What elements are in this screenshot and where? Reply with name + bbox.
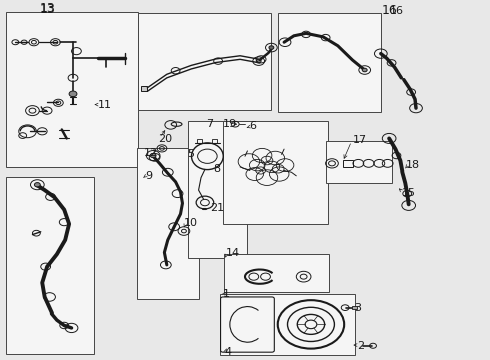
Text: 5: 5 xyxy=(187,149,194,159)
Circle shape xyxy=(69,91,77,97)
Bar xyxy=(212,139,217,143)
Text: 13: 13 xyxy=(39,3,55,16)
Bar xyxy=(197,139,202,143)
Text: 10: 10 xyxy=(184,218,198,228)
Text: 1: 1 xyxy=(223,289,230,299)
Bar xyxy=(5,12,138,167)
Bar xyxy=(326,141,392,183)
Text: 18: 18 xyxy=(406,160,420,170)
Text: 20: 20 xyxy=(158,134,172,144)
Bar xyxy=(223,121,328,224)
Bar xyxy=(351,306,357,310)
Text: 14: 14 xyxy=(225,248,240,258)
Bar xyxy=(142,86,147,91)
Text: 19: 19 xyxy=(223,119,237,129)
Text: 7: 7 xyxy=(206,119,213,129)
Bar xyxy=(188,121,247,258)
Circle shape xyxy=(256,59,261,63)
Bar xyxy=(343,160,353,167)
Text: 2: 2 xyxy=(357,341,365,351)
Bar xyxy=(223,254,329,292)
Text: 6: 6 xyxy=(249,121,256,131)
Text: 3: 3 xyxy=(354,303,362,312)
Bar xyxy=(139,13,271,110)
Text: 9: 9 xyxy=(146,171,152,181)
Text: 17: 17 xyxy=(352,135,367,145)
Bar xyxy=(220,294,355,355)
Text: 21: 21 xyxy=(210,203,224,213)
Text: 16: 16 xyxy=(382,4,397,17)
Text: 16: 16 xyxy=(390,6,404,16)
Bar xyxy=(137,148,199,300)
Bar xyxy=(278,13,381,112)
Text: 13: 13 xyxy=(39,2,55,15)
Text: 15: 15 xyxy=(401,188,416,198)
Circle shape xyxy=(34,183,40,187)
Circle shape xyxy=(362,68,367,72)
Circle shape xyxy=(150,153,156,158)
Text: 8: 8 xyxy=(213,164,220,174)
Text: 4: 4 xyxy=(224,347,232,357)
Bar xyxy=(5,176,94,354)
Text: 12: 12 xyxy=(144,148,157,158)
Text: 11: 11 xyxy=(98,100,111,109)
Circle shape xyxy=(269,46,274,49)
